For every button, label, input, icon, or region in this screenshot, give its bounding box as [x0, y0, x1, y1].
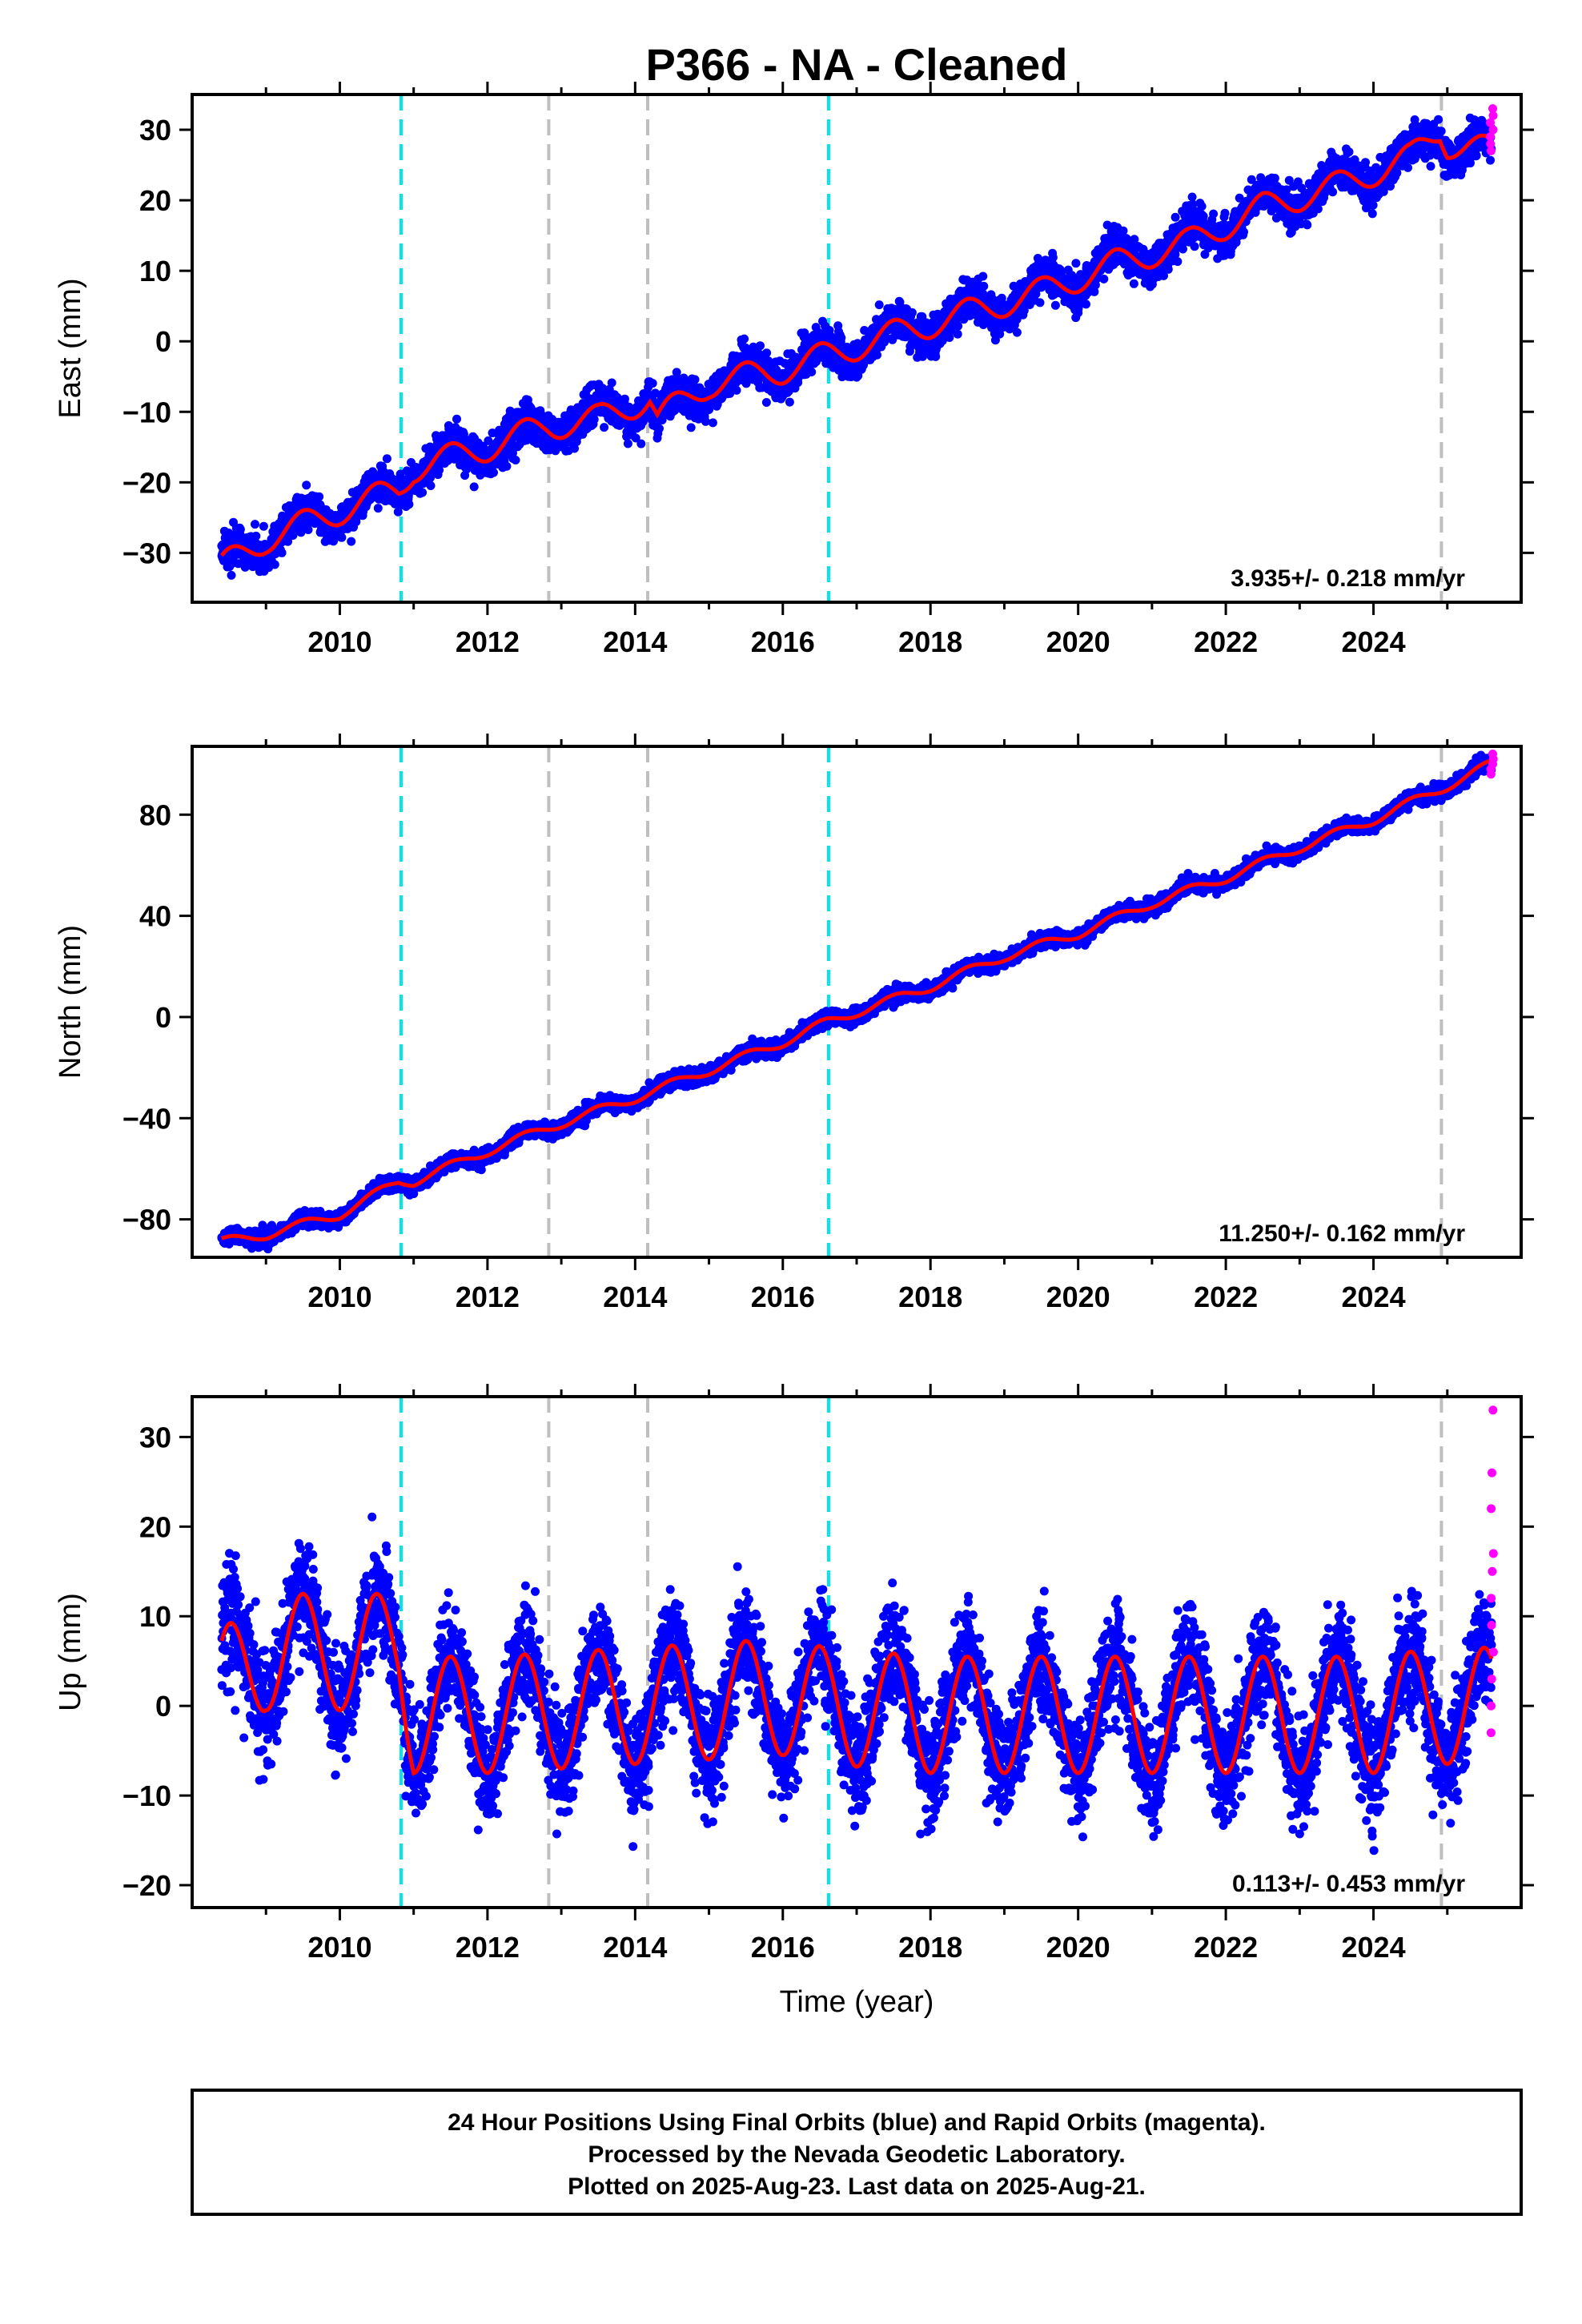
final-orbit-point: [701, 416, 710, 426]
final-orbit-point: [1012, 328, 1022, 337]
east-panel: 2010 2012 2014 2016 2018 2020 2022 20243020100−…: [54, 82, 1534, 658]
final-orbit-point: [979, 281, 989, 291]
final-orbit-point: [1163, 264, 1173, 274]
final-orbit-point: [1035, 298, 1045, 308]
final-orbit-point: [500, 451, 510, 460]
final-orbit-point: [655, 424, 664, 433]
final-orbit-point: [251, 520, 259, 529]
final-orbit-point: [337, 533, 347, 542]
final-orbit-point: [251, 531, 261, 541]
final-orbit-point: [1050, 300, 1060, 310]
final-orbit-point: [756, 341, 765, 351]
final-orbit-point: [1099, 274, 1109, 283]
final-orbit-point: [469, 482, 479, 492]
final-orbit-point: [1129, 279, 1138, 288]
final-orbit-point: [1270, 174, 1279, 183]
final-orbit-point: [1170, 212, 1180, 222]
final-orbit-point: [511, 456, 520, 464]
final-orbit-point: [1361, 158, 1370, 167]
final-orbit-point: [347, 537, 356, 546]
chart-title: P366 - NA - Cleaned: [646, 39, 1068, 90]
final-orbit-point: [1328, 187, 1338, 197]
final-orbit-point: [873, 350, 881, 360]
final-orbit-point: [623, 439, 632, 448]
final-orbit-point: [1239, 227, 1248, 237]
final-orbit-point: [435, 465, 444, 475]
final-orbit-point: [1367, 209, 1377, 219]
final-orbit-point: [631, 433, 640, 443]
final-orbit-point: [785, 397, 794, 407]
final-orbit-point: [672, 368, 681, 377]
final-orbit-point: [418, 488, 428, 497]
final-orbit-point: [426, 481, 436, 490]
final-orbit-point: [1190, 242, 1199, 251]
final-orbit-point: [277, 548, 287, 557]
final-orbit-point: [1178, 244, 1187, 254]
final-orbit-point: [1173, 257, 1182, 267]
final-orbit-point: [234, 559, 243, 569]
final-orbit-point: [1209, 209, 1219, 219]
final-orbit-point: [648, 379, 657, 388]
final-orbit-point: [708, 418, 717, 428]
final-orbit-point: [235, 525, 245, 534]
final-orbit-point: [570, 444, 579, 453]
final-orbit-point: [1344, 147, 1354, 157]
final-orbit-point: [1220, 208, 1230, 218]
final-orbit-point: [874, 300, 884, 310]
final-orbit-point: [259, 521, 268, 531]
final-orbit-point: [315, 492, 324, 501]
final-orbit-point: [1082, 300, 1090, 309]
final-orbit-point: [484, 436, 493, 445]
final-orbit-point: [953, 329, 962, 339]
final-orbit-point: [807, 368, 817, 376]
final-orbit-point: [1071, 259, 1081, 268]
final-orbit-point: [740, 334, 749, 344]
final-orbit-point: [1303, 220, 1312, 230]
final-orbit-point: [302, 480, 311, 490]
final-orbit-point: [732, 385, 741, 395]
final-orbit-point: [762, 348, 772, 358]
final-orbit-point: [1199, 211, 1208, 221]
final-orbit-point: [382, 454, 391, 464]
final-orbit-point: [404, 500, 414, 509]
final-orbit-point: [761, 398, 771, 407]
final-orbit-point: [270, 560, 279, 569]
final-orbit-point: [1197, 202, 1207, 211]
final-orbit-point: [725, 388, 735, 398]
final-orbit-point: [607, 378, 616, 388]
final-orbit-point: [954, 321, 963, 331]
final-orbit-point: [452, 414, 461, 424]
final-orbit-point: [978, 271, 988, 281]
final-orbit-point: [1313, 204, 1323, 214]
final-orbit-point: [303, 525, 313, 534]
final-orbit-point: [600, 423, 609, 432]
final-orbit-point: [907, 308, 917, 317]
final-orbit-point: [502, 461, 512, 471]
final-orbit-point: [1368, 200, 1378, 210]
final-orbit-point: [686, 423, 696, 432]
final-orbit-point: [373, 504, 383, 513]
final-orbit-point: [620, 394, 629, 404]
final-orbit-point: [404, 490, 413, 500]
final-orbit-point: [636, 439, 646, 448]
final-orbit-point: [227, 570, 236, 580]
final-orbit-point: [489, 468, 498, 477]
final-orbit-point: [837, 333, 846, 343]
final-orbit-point: [690, 375, 700, 384]
